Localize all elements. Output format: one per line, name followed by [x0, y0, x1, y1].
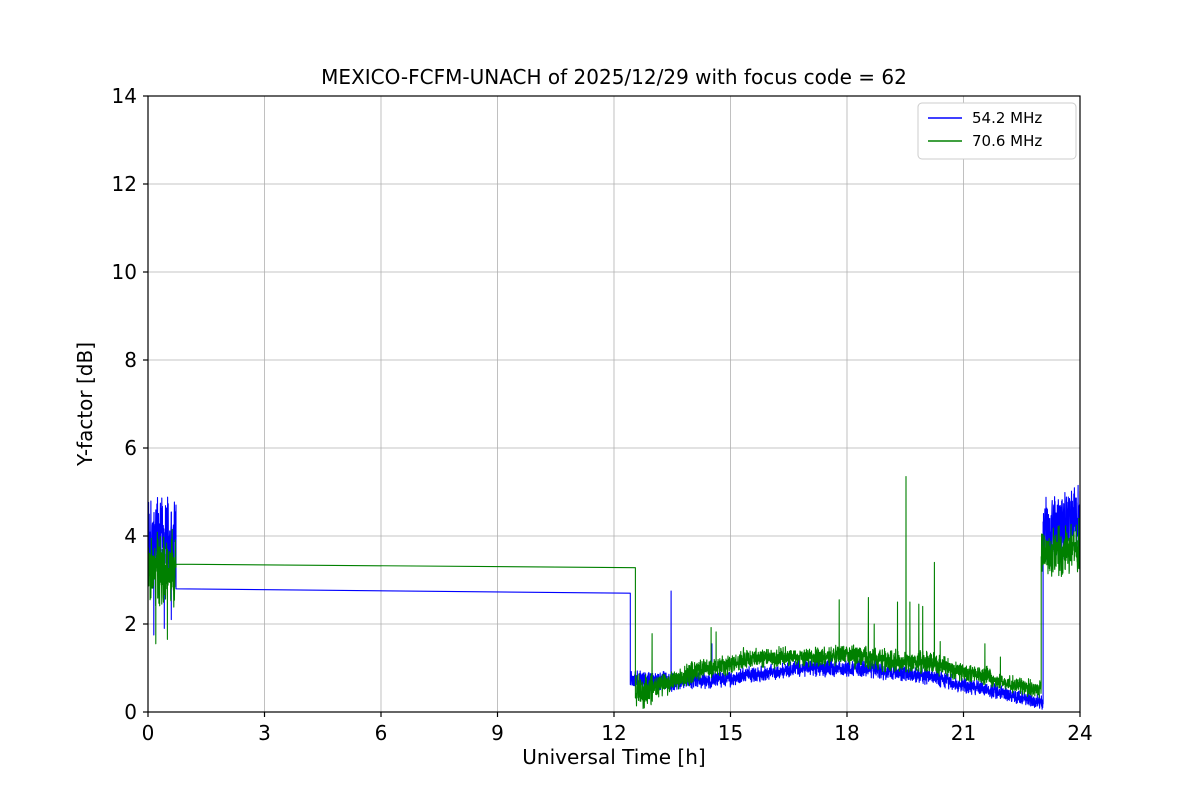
y-tick-label: 8 — [124, 348, 137, 372]
legend-label-54-2: 54.2 MHz — [972, 109, 1042, 127]
y-tick-label: 2 — [124, 612, 137, 636]
x-tick-label: 21 — [951, 721, 976, 745]
x-tick-label: 15 — [718, 721, 743, 745]
x-tick-label: 24 — [1067, 721, 1092, 745]
legend: 54.2 MHz 70.6 MHz — [917, 102, 1077, 160]
y-tick-label: 12 — [112, 172, 137, 196]
y-tick-label: 14 — [112, 84, 137, 108]
x-tick-label: 0 — [142, 721, 155, 745]
gridlines — [147, 95, 1081, 713]
data-series — [148, 476, 1080, 710]
series-line-70-6-mhz — [148, 476, 1080, 710]
y-tick-label: 10 — [112, 260, 137, 284]
x-tick-label: 6 — [375, 721, 388, 745]
x-tick-label: 12 — [601, 721, 626, 745]
y-tick-label: 0 — [124, 700, 137, 724]
x-tick-label: 3 — [258, 721, 271, 745]
chart-title: MEXICO-FCFM-UNACH of 2025/12/29 with foc… — [321, 65, 907, 89]
y-axis-label: Y-factor [dB] — [73, 342, 97, 467]
y-tick-label: 4 — [124, 524, 137, 548]
y-tick-label: 6 — [124, 436, 137, 460]
x-tick-label: 18 — [834, 721, 859, 745]
legend-box — [917, 102, 1077, 160]
x-tick-label: 9 — [491, 721, 504, 745]
x-axis-label: Universal Time [h] — [522, 745, 705, 769]
legend-label-70-6: 70.6 MHz — [972, 132, 1042, 150]
